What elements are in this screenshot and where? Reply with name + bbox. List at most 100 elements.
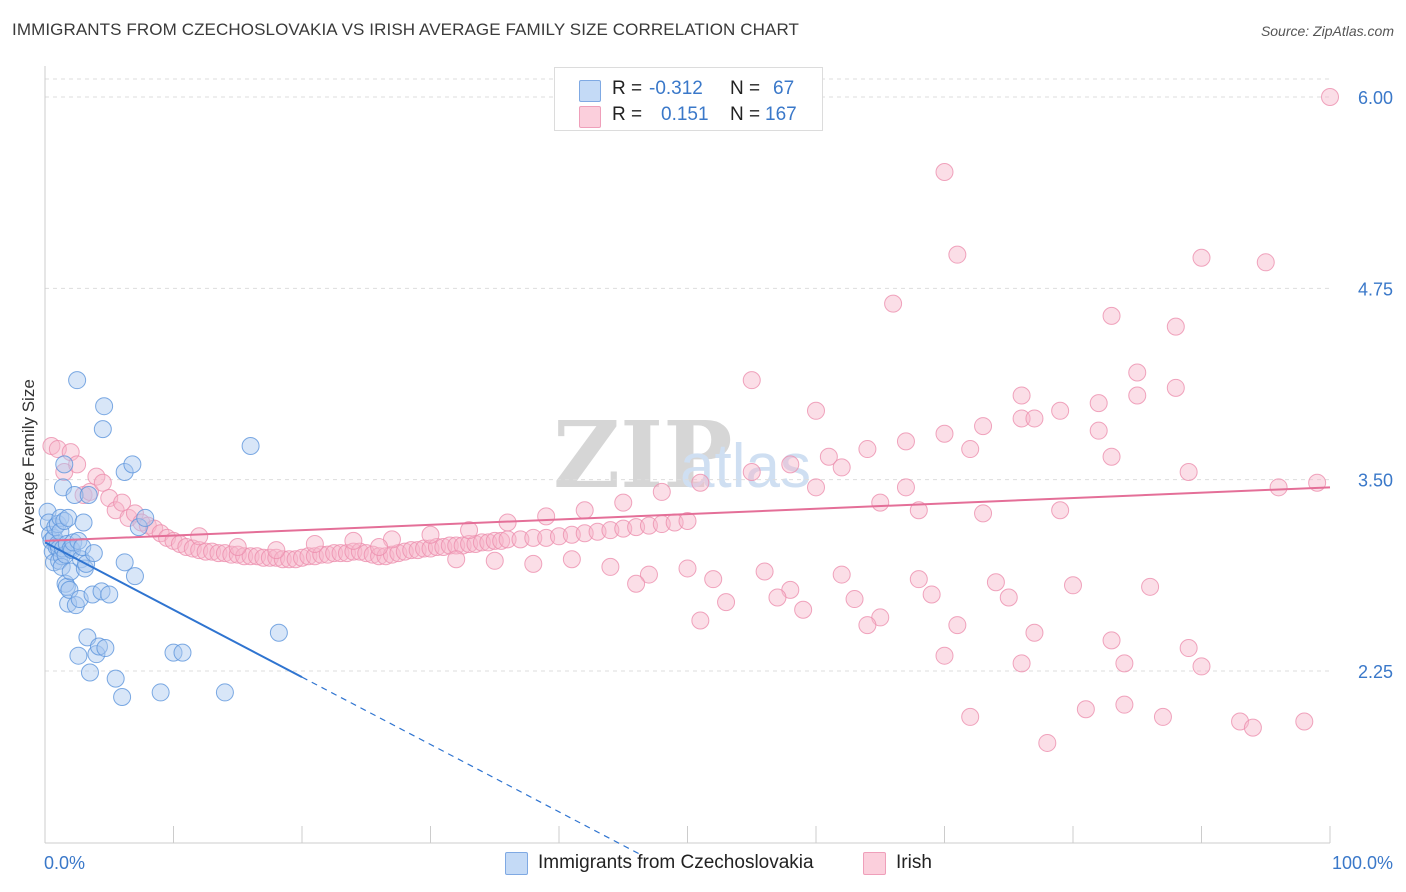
irish-point bbox=[884, 294, 903, 313]
bottom-legend-label: Immigrants from Czechoslovakia bbox=[538, 852, 814, 873]
irish-point bbox=[627, 518, 646, 537]
irish-point bbox=[575, 501, 594, 520]
irish-point bbox=[819, 447, 838, 466]
czechoslovakia-point bbox=[151, 683, 170, 702]
irish-point bbox=[318, 545, 337, 564]
irish-point bbox=[421, 539, 440, 558]
irish-point bbox=[1192, 248, 1211, 267]
legend-n-label: N = bbox=[730, 104, 761, 125]
irish-point bbox=[1179, 463, 1198, 482]
irish-point bbox=[267, 541, 286, 560]
trendlines bbox=[44, 486, 1331, 857]
irish-point bbox=[1102, 306, 1121, 325]
irish-point bbox=[402, 541, 421, 560]
irish-point bbox=[80, 482, 99, 501]
irish-point bbox=[248, 547, 267, 566]
irish-point bbox=[871, 493, 890, 512]
irish-point bbox=[961, 707, 980, 726]
irish-point bbox=[1038, 733, 1057, 752]
irish-point bbox=[550, 527, 568, 546]
czechoslovakia-point bbox=[93, 420, 112, 439]
irish-point bbox=[1128, 363, 1147, 382]
irish-trendline bbox=[44, 486, 1331, 542]
irish-point bbox=[472, 533, 491, 552]
irish-point bbox=[858, 616, 877, 635]
irish-point bbox=[768, 588, 787, 607]
irish-point bbox=[460, 534, 479, 553]
czechoslovakia-point bbox=[215, 683, 234, 702]
irish-point bbox=[909, 501, 928, 520]
czechoslovakia-point bbox=[241, 436, 260, 455]
irish-point bbox=[678, 559, 697, 578]
irish-point bbox=[845, 590, 864, 609]
czechoslovakia-point bbox=[55, 455, 74, 474]
irish-point bbox=[1166, 317, 1185, 336]
irish-point bbox=[896, 478, 915, 497]
czechoslovakia-trendline-extension bbox=[301, 676, 643, 857]
irish-point bbox=[896, 432, 915, 451]
czechoslovakia-point bbox=[173, 643, 192, 662]
irish-point bbox=[1012, 409, 1031, 428]
irish-point bbox=[190, 541, 209, 560]
irish-point bbox=[639, 565, 658, 584]
irish-point bbox=[1025, 409, 1044, 428]
irish-point bbox=[434, 538, 453, 557]
irish-point bbox=[485, 551, 504, 570]
legend-swatch-blue bbox=[579, 80, 601, 102]
irish-point bbox=[196, 542, 215, 561]
irish-point bbox=[1089, 421, 1108, 440]
x-tick-label: 0.0% bbox=[44, 853, 85, 873]
irish-point bbox=[1115, 695, 1134, 714]
irish-point bbox=[678, 511, 697, 530]
legend: R = -0.312 N = 67 R = 0.151 N = 167 bbox=[554, 67, 823, 131]
czechoslovakia-point bbox=[74, 513, 93, 532]
irish-point bbox=[974, 504, 993, 523]
irish-point bbox=[1166, 378, 1185, 397]
irish-point bbox=[909, 570, 928, 589]
irish-point bbox=[485, 531, 504, 550]
irish-point bbox=[1051, 501, 1070, 520]
irish-point bbox=[652, 482, 671, 501]
irish-point bbox=[1012, 654, 1031, 673]
irish-point bbox=[691, 611, 710, 630]
irish-point bbox=[807, 401, 825, 420]
czechoslovakia-point bbox=[96, 639, 115, 658]
irish-point bbox=[935, 646, 954, 665]
czechoslovakia-point bbox=[69, 646, 88, 665]
irish-point bbox=[228, 538, 247, 557]
irish-point bbox=[524, 554, 543, 573]
irish-point bbox=[280, 550, 299, 569]
irish-point bbox=[935, 163, 954, 182]
czechoslovakia-point bbox=[95, 397, 114, 416]
irish-point bbox=[742, 463, 761, 482]
irish-point bbox=[1025, 623, 1044, 642]
irish-point bbox=[986, 573, 1005, 592]
czechoslovakia-point bbox=[80, 663, 99, 682]
irish-point bbox=[190, 527, 209, 546]
czechoslovakia-point bbox=[113, 688, 132, 707]
irish-point bbox=[421, 525, 440, 544]
czechoslovakia-point bbox=[269, 623, 288, 642]
irish-point bbox=[742, 371, 761, 390]
irish-point bbox=[588, 522, 607, 541]
irish-point bbox=[999, 588, 1018, 607]
x-tick-labels: 0.0% 100.0% bbox=[44, 853, 1393, 873]
irish-point bbox=[524, 528, 543, 547]
irish-point bbox=[1012, 386, 1031, 405]
czechoslovakia-point bbox=[79, 485, 98, 504]
bottom-legend-label: Irish bbox=[896, 852, 932, 873]
czechoslovakia-point bbox=[89, 637, 108, 656]
irish-point bbox=[370, 547, 389, 566]
czechoslovakia-point bbox=[115, 463, 134, 482]
irish-point bbox=[1115, 654, 1134, 673]
legend-r-label: R = bbox=[612, 78, 643, 99]
irish-point bbox=[1295, 712, 1314, 731]
irish-point bbox=[755, 562, 774, 581]
irish-point bbox=[1064, 576, 1082, 595]
irish-point bbox=[832, 458, 851, 477]
irish-point bbox=[1179, 639, 1198, 658]
irish-point bbox=[235, 547, 254, 566]
irish-point bbox=[241, 547, 260, 566]
